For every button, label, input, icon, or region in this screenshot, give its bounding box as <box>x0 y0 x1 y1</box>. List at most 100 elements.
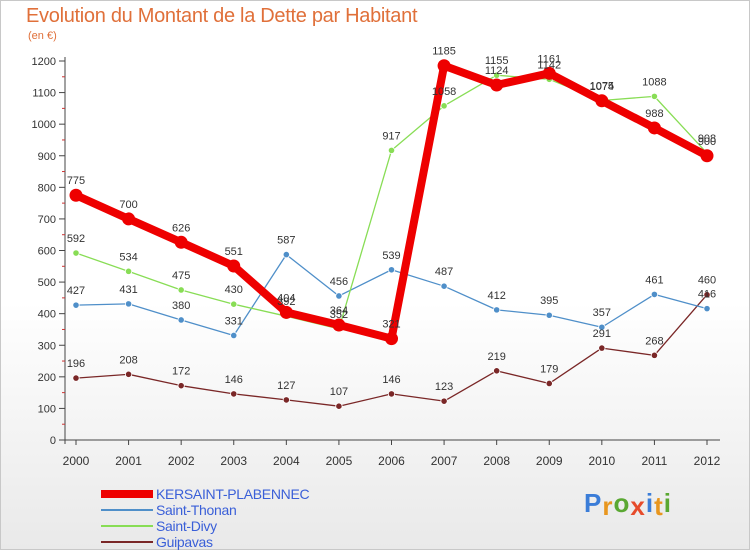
series-point-1 <box>440 282 448 290</box>
series-point-1 <box>387 266 396 274</box>
data-label: 172 <box>172 366 190 378</box>
series-point-0 <box>122 212 136 226</box>
data-label: 775 <box>67 175 85 187</box>
y-tick-label: 500 <box>38 277 56 289</box>
data-label: 592 <box>67 233 85 245</box>
legend-swatch <box>101 490 153 498</box>
data-label: 1075 <box>590 80 614 92</box>
x-tick-label: 2003 <box>220 454 247 468</box>
data-label: 460 <box>698 275 716 287</box>
data-label: 427 <box>67 285 85 297</box>
series-point-1 <box>598 323 606 331</box>
series-point-2 <box>124 267 133 275</box>
series-point-1 <box>650 290 659 299</box>
series-point-2 <box>72 249 80 257</box>
series-point-3 <box>545 379 553 388</box>
series-point-1 <box>230 331 238 340</box>
series-point-0 <box>385 332 398 346</box>
legend-label: Saint-Thonan <box>156 502 237 518</box>
y-tick-label: 300 <box>38 340 56 352</box>
data-label: 146 <box>382 374 400 386</box>
series-point-3 <box>282 396 290 404</box>
chart-unit: (en €) <box>28 30 57 42</box>
y-tick-label: 1100 <box>32 88 56 100</box>
x-tick-label: 2002 <box>168 454 195 468</box>
series-point-0 <box>437 59 451 73</box>
series-line-0 <box>72 61 711 343</box>
data-label: 626 <box>172 222 190 234</box>
data-label: 487 <box>435 266 453 278</box>
data-label: 412 <box>487 290 505 302</box>
proxiti-logo: Proxiti <box>584 488 672 521</box>
x-tick-label: 2012 <box>694 454 721 468</box>
logo-letter: o <box>613 488 631 518</box>
series-point-3 <box>493 367 501 375</box>
series-point-1 <box>282 251 290 259</box>
x-tick-label: 2007 <box>431 454 458 468</box>
series-point-1 <box>124 300 133 308</box>
series-point-1 <box>177 316 185 324</box>
data-label: 456 <box>330 276 348 288</box>
series-point-2 <box>440 102 448 110</box>
data-label: 988 <box>645 108 663 120</box>
data-label: 900 <box>698 136 716 148</box>
y-tick-label: 200 <box>38 372 56 384</box>
series-point-3 <box>124 370 133 378</box>
data-label: 908 <box>698 133 716 145</box>
x-tick-label: 2004 <box>273 454 300 468</box>
data-label: 587 <box>277 235 295 247</box>
series-point-3 <box>598 344 606 352</box>
series-point-0 <box>595 94 609 108</box>
y-tick-label: 0 <box>50 435 56 447</box>
series-point-0 <box>174 235 188 249</box>
logo-letter: i <box>645 488 655 518</box>
data-label: 539 <box>382 250 400 262</box>
data-label: 127 <box>277 380 295 392</box>
data-label: 291 <box>593 328 611 340</box>
x-tick-label: 2000 <box>63 454 90 468</box>
series-point-2 <box>387 146 396 154</box>
data-label: 196 <box>67 358 85 370</box>
data-label: 1058 <box>432 86 456 98</box>
logo-letter: r <box>602 491 614 521</box>
data-label: 219 <box>487 351 505 363</box>
series-point-0 <box>490 78 504 92</box>
x-tick-label: 2010 <box>588 454 615 468</box>
data-label: 321 <box>382 319 400 331</box>
data-label: 123 <box>435 381 453 393</box>
x-tick-label: 2001 <box>115 454 142 468</box>
logo-letter: x <box>630 491 646 521</box>
data-label: 146 <box>225 374 243 386</box>
series-point-0 <box>332 318 346 332</box>
data-label: 380 <box>172 300 190 312</box>
x-tick-label: 2005 <box>326 454 353 468</box>
data-label: 179 <box>540 363 558 375</box>
legend-swatch <box>101 541 153 543</box>
data-label: 551 <box>225 246 243 258</box>
data-label: 917 <box>382 130 400 142</box>
y-tick-label: 800 <box>38 182 56 194</box>
data-label: 431 <box>119 284 137 296</box>
y-tick-label: 1200 <box>32 56 56 68</box>
y-tick-label: 600 <box>38 246 56 258</box>
data-label: 208 <box>119 354 137 366</box>
x-tick-label: 2011 <box>642 454 668 468</box>
data-label: 1142 <box>537 59 561 71</box>
y-tick-label: 400 <box>38 309 56 321</box>
data-label: 357 <box>593 307 611 319</box>
y-tick-label: 900 <box>38 151 56 163</box>
data-label: 1088 <box>642 76 666 88</box>
series-point-3 <box>440 397 448 405</box>
series-point-3 <box>72 374 80 382</box>
series-point-3 <box>177 382 185 390</box>
data-label: 534 <box>119 251 137 263</box>
logo-letter: t <box>654 491 664 521</box>
data-label: 430 <box>225 284 243 296</box>
data-label: 395 <box>540 295 558 307</box>
series-point-1 <box>335 292 343 300</box>
series-point-3 <box>703 291 711 299</box>
series-point-0 <box>279 305 293 319</box>
data-label: 475 <box>172 270 190 282</box>
series-point-2 <box>493 71 501 79</box>
